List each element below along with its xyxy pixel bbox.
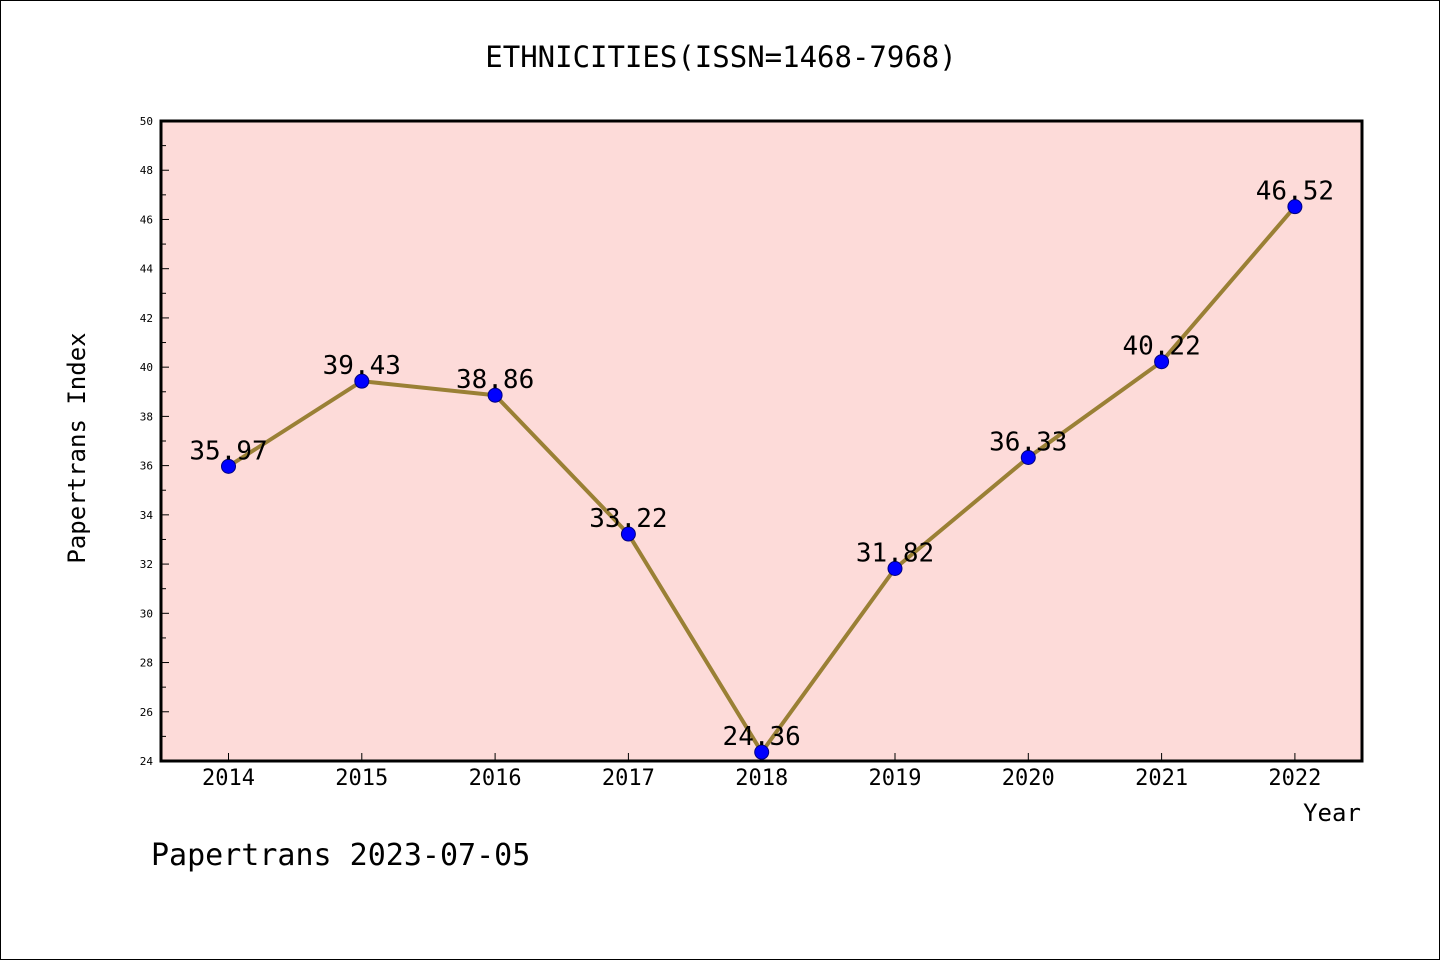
x-tick-label: 2021 <box>1135 766 1188 791</box>
data-label: 38.86 <box>456 365 534 395</box>
footer-text: Papertrans 2023-07-05 <box>151 838 530 873</box>
data-label: 24.36 <box>723 722 801 752</box>
data-point <box>354 373 370 389</box>
x-tick-label: 2017 <box>602 766 655 791</box>
y-tick-label: 26 <box>140 706 153 719</box>
y-tick-label: 46 <box>140 213 153 226</box>
data-point <box>221 458 236 474</box>
x-tick-label: 2018 <box>735 766 788 791</box>
data-point <box>487 387 503 403</box>
y-tick-label: 50 <box>140 115 153 128</box>
markers-group <box>221 199 1303 760</box>
data-point <box>1287 199 1303 215</box>
y-tick-label: 40 <box>140 361 153 374</box>
x-tick-label: 2014 <box>202 766 255 791</box>
x-axis: 2014 2015 2016 2017 2018 2019 2020 2021 2022 <box>202 753 1321 791</box>
data-label: 46.52 <box>1256 177 1334 207</box>
data-point <box>620 526 636 542</box>
y-axis: 24 26 28 30 32 34 36 38 40 42 44 46 48 50 <box>140 115 169 768</box>
y-tick-label: 32 <box>140 558 153 571</box>
y-tick-label: 42 <box>140 312 153 325</box>
y-tick-label: 34 <box>140 509 154 522</box>
data-label: 31.82 <box>856 539 934 569</box>
data-point <box>754 744 770 760</box>
y-tick-label: 24 <box>140 755 154 768</box>
data-label: 33.22 <box>589 504 667 534</box>
y-tick-label: 36 <box>140 460 153 473</box>
plot-area <box>159 119 1364 763</box>
data-label: 36.33 <box>989 427 1067 457</box>
x-tick-label: 2019 <box>869 766 922 791</box>
y-tick-label: 44 <box>140 263 154 276</box>
data-point <box>887 561 903 577</box>
data-label: 40.22 <box>1122 332 1200 362</box>
chart-title: ETHNICITIES(ISSN=1468-7968) <box>485 40 956 74</box>
y-tick-label: 30 <box>140 607 153 620</box>
x-tick-label: 2016 <box>469 766 522 791</box>
data-point <box>1020 449 1036 465</box>
x-tick-label: 2015 <box>335 766 388 791</box>
x-tick-label: 2020 <box>1002 766 1055 791</box>
data-label: 35.97 <box>189 436 267 466</box>
y-axis-label: Papertrans Index <box>63 332 91 563</box>
data-label: 39.43 <box>323 351 401 381</box>
y-tick-label: 28 <box>140 657 153 670</box>
y-tick-label: 38 <box>140 410 153 423</box>
data-labels-group: 35.97 39.43 38.86 33.22 24.36 31.82 36.33 40.22… <box>189 177 1334 752</box>
x-axis-label: Year <box>1303 799 1361 827</box>
y-tick-label: 48 <box>140 164 153 177</box>
data-point <box>1154 354 1170 370</box>
x-tick-label: 2022 <box>1268 766 1321 791</box>
